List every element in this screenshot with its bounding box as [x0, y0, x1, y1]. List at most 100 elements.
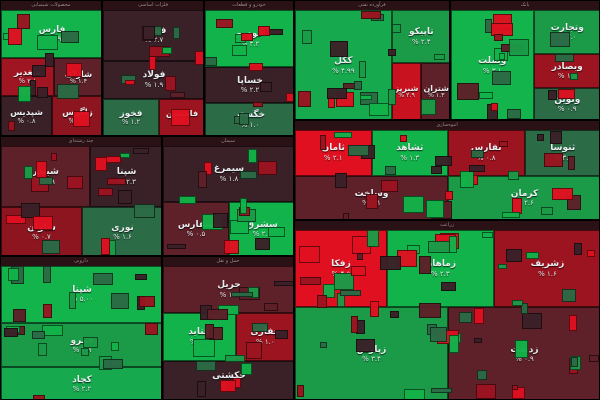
- stock-tile[interactable]: [570, 356, 578, 368]
- stock-tile[interactable]: [17, 86, 31, 102]
- stock-tile[interactable]: [32, 215, 53, 231]
- stock-tile[interactable]: [162, 46, 173, 54]
- stock-tile[interactable]: زشریف ۱.۶ %: [493, 230, 599, 307]
- stock-tile[interactable]: [351, 265, 366, 277]
- stock-tile[interactable]: [42, 240, 61, 254]
- stock-tile[interactable]: [132, 147, 150, 155]
- stock-tile[interactable]: [457, 82, 479, 100]
- stock-tile[interactable]: [231, 44, 247, 56]
- stock-tile[interactable]: [360, 94, 372, 101]
- stock-tile[interactable]: [239, 171, 257, 180]
- stock-tile[interactable]: [139, 295, 155, 308]
- stock-tile[interactable]: [388, 49, 397, 56]
- stock-tile[interactable]: [134, 204, 156, 219]
- stock-tile[interactable]: شبریز ۲.۹ %: [391, 63, 422, 119]
- stock-tile[interactable]: [358, 61, 366, 79]
- stock-tile[interactable]: [498, 263, 507, 269]
- stock-tile[interactable]: [473, 308, 484, 325]
- stock-tile[interactable]: [498, 140, 509, 148]
- sector-group[interactable]: سیمان سیمرغ ۱.۸ % سفارس ۰.۵ % سشرق ۲.۴ %: [162, 136, 294, 256]
- stock-tile[interactable]: زماهان ۲.۳ %: [386, 230, 494, 307]
- stock-tile[interactable]: [144, 323, 159, 336]
- stock-tile[interactable]: [474, 337, 483, 343]
- stock-tile[interactable]: [365, 194, 378, 210]
- stock-tile[interactable]: [13, 308, 27, 322]
- stock-tile[interactable]: [392, 23, 402, 33]
- stock-tile[interactable]: [32, 395, 45, 399]
- stock-tile[interactable]: [215, 18, 234, 29]
- stock-tile[interactable]: [491, 103, 499, 111]
- stock-tile[interactable]: [299, 277, 321, 286]
- stock-tile[interactable]: [505, 248, 523, 263]
- stock-tile[interactable]: [203, 162, 212, 175]
- sector-group[interactable]: فرآورده نفتی کگل ۴.۹۹ % تاپیکو ۲.۴ % شبریز ۲.۹…: [294, 0, 450, 120]
- stock-tile[interactable]: [41, 325, 63, 336]
- stock-tile[interactable]: [402, 196, 425, 214]
- stock-tile[interactable]: [549, 130, 562, 145]
- stock-tile[interactable]: [540, 207, 553, 216]
- stock-tile[interactable]: [419, 302, 441, 319]
- stock-tile[interactable]: [273, 280, 293, 286]
- stock-tile[interactable]: [431, 165, 443, 175]
- stock-tile[interactable]: [258, 25, 270, 36]
- stock-tile[interactable]: [94, 156, 108, 172]
- stock-tile[interactable]: [194, 50, 203, 66]
- stock-tile[interactable]: [32, 331, 46, 340]
- stock-tile[interactable]: [8, 268, 19, 282]
- stock-tile[interactable]: خساپا ۲.۲ %: [205, 67, 293, 103]
- stock-tile[interactable]: تاپیکو ۲.۴ %: [391, 10, 449, 64]
- stock-tile[interactable]: [555, 54, 575, 63]
- stock-tile[interactable]: [335, 172, 347, 189]
- stock-tile[interactable]: [205, 324, 214, 339]
- stock-tile[interactable]: [220, 379, 236, 392]
- stock-tile[interactable]: [561, 289, 577, 302]
- stock-tile[interactable]: [239, 113, 250, 125]
- stock-tile[interactable]: [448, 236, 457, 254]
- sector-group[interactable]: محصولات شیمیاییفارس۳.۹ %شغدیر۲.۱ %شاراک۱…: [0, 0, 102, 136]
- stock-tile[interactable]: [17, 13, 31, 30]
- stock-tile[interactable]: [171, 109, 191, 126]
- stock-tile[interactable]: قمرو۴.۹ %: [1, 322, 161, 368]
- stock-tile[interactable]: [444, 190, 454, 201]
- stock-tile[interactable]: [268, 227, 285, 237]
- stock-tile[interactable]: [320, 342, 328, 348]
- stock-tile[interactable]: [459, 311, 472, 324]
- stock-tile[interactable]: [212, 212, 229, 229]
- stock-tile[interactable]: [93, 273, 114, 286]
- stock-tile[interactable]: [570, 73, 579, 80]
- stock-tile[interactable]: [316, 294, 328, 309]
- stock-tile[interactable]: [225, 355, 246, 363]
- stock-tile[interactable]: [110, 341, 119, 352]
- stock-tile[interactable]: [164, 75, 176, 92]
- stock-tile[interactable]: [419, 256, 432, 275]
- stock-tile[interactable]: [119, 152, 131, 159]
- stock-tile[interactable]: [557, 88, 576, 100]
- stock-tile[interactable]: [441, 281, 457, 292]
- stock-tile[interactable]: [263, 303, 278, 311]
- stock-tile[interactable]: [543, 153, 563, 168]
- stock-tile[interactable]: [73, 111, 91, 127]
- stock-tile[interactable]: [296, 385, 304, 397]
- stock-tile[interactable]: [507, 108, 522, 119]
- stock-tile[interactable]: [32, 64, 46, 78]
- stock-tile[interactable]: [430, 326, 448, 342]
- stock-tile[interactable]: [354, 80, 362, 91]
- stock-tile[interactable]: [38, 177, 54, 185]
- stock-tile[interactable]: [355, 338, 376, 352]
- stock-tile[interactable]: [478, 91, 494, 99]
- stock-tile[interactable]: [142, 25, 156, 41]
- stock-tile[interactable]: [379, 255, 401, 271]
- stock-tile[interactable]: [68, 291, 77, 310]
- stock-tile[interactable]: زپارس۳.۴ %: [295, 306, 448, 399]
- stock-tile[interactable]: [327, 87, 348, 100]
- stock-tile[interactable]: [491, 71, 511, 85]
- stock-tile[interactable]: [260, 81, 273, 92]
- stock-tile[interactable]: [118, 190, 132, 204]
- stock-tile[interactable]: [110, 293, 130, 310]
